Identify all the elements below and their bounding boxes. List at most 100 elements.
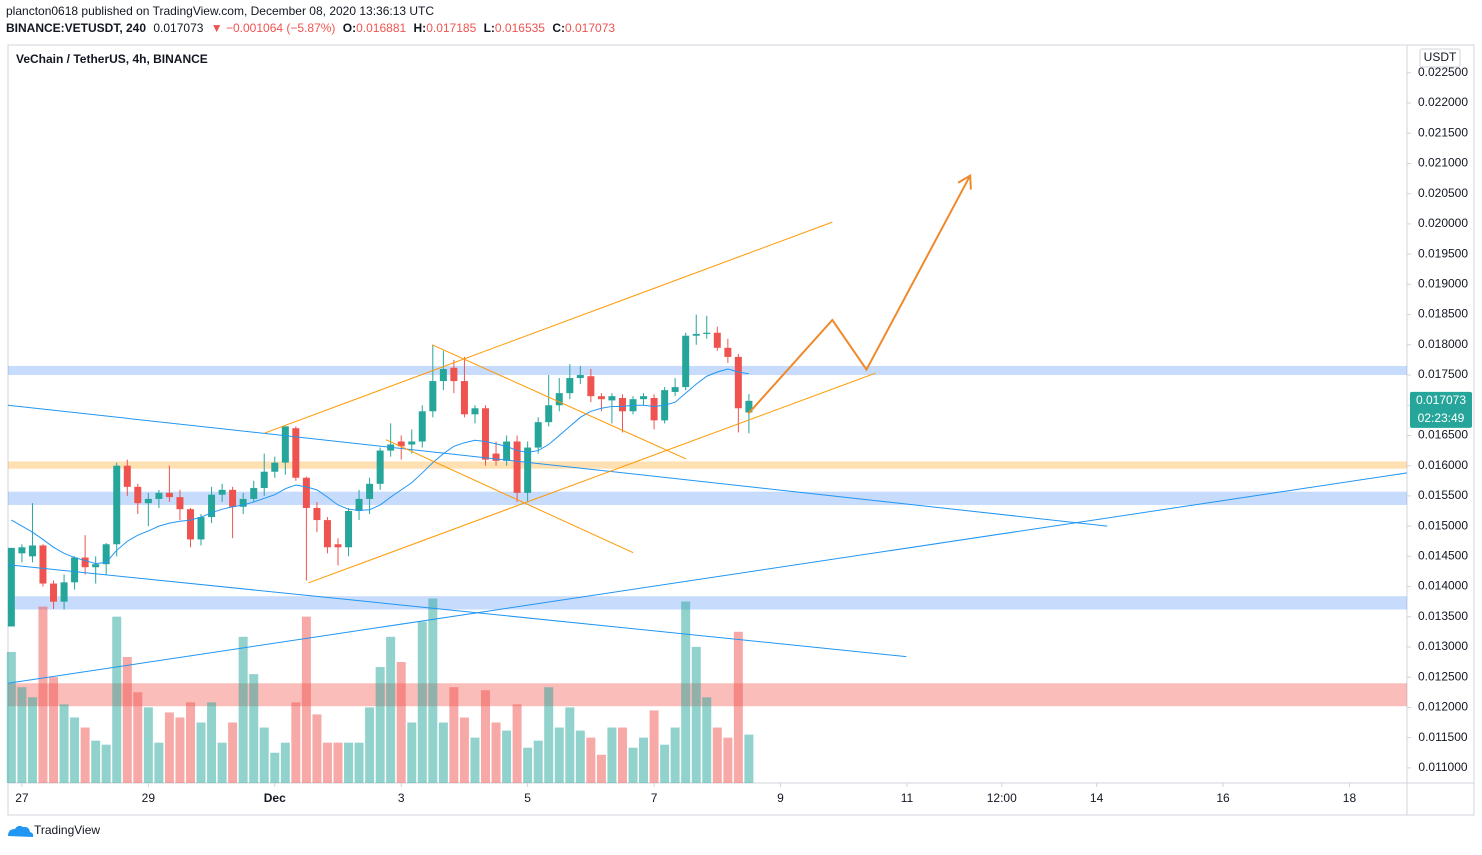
candle-body (492, 453, 500, 461)
trend-line (7, 564, 907, 658)
volume-bar (575, 730, 585, 783)
arrow-head (957, 173, 972, 190)
y-tick-label: 0.020500 (1418, 186, 1468, 200)
volume-bar (639, 737, 649, 783)
y-tick-label: 0.014000 (1418, 579, 1468, 593)
last: 0.017073 (153, 21, 203, 35)
zone (8, 461, 1407, 469)
candle-body (113, 465, 121, 545)
l: 0.016535 (495, 21, 545, 35)
l-label: L: (484, 21, 495, 35)
o-label: O: (343, 21, 356, 35)
y-tick-label: 0.012500 (1418, 669, 1468, 683)
y-tick-label: 0.021000 (1418, 156, 1468, 170)
candle-body (555, 393, 563, 406)
candle-body (260, 471, 268, 489)
trend-line (264, 221, 833, 434)
candle-body (313, 507, 321, 521)
y-tick-label: 0.018000 (1418, 337, 1468, 351)
o: 0.016881 (356, 21, 406, 35)
y-tick-label: 0.012000 (1418, 700, 1468, 714)
x-tick-label: 27 (15, 791, 29, 805)
volume-bar (480, 690, 490, 783)
volume-bar (617, 727, 627, 783)
candle-body (50, 583, 58, 602)
candle-body (144, 498, 152, 504)
trend-line (431, 344, 687, 460)
candle-body (250, 488, 258, 499)
plot (6, 173, 1408, 783)
volume-bar (291, 702, 301, 783)
volume-bar (670, 727, 680, 783)
volume-bar (502, 730, 512, 783)
volume-bar (6, 651, 16, 783)
volume-bar (607, 727, 617, 783)
volume-bar (164, 712, 174, 783)
volume-bar (333, 742, 343, 783)
y-tick-label: 0.016000 (1418, 458, 1468, 472)
candle-body (39, 545, 47, 584)
candle-body (618, 397, 626, 412)
volume-bar (354, 742, 364, 783)
last-price: 0.017073 (1416, 393, 1466, 407)
volume-bar (186, 702, 196, 783)
x-tick-label: 14 (1090, 791, 1104, 805)
change: ▼ −0.001064 (−5.87%) (211, 21, 336, 35)
candle-body (18, 547, 26, 554)
volume-bar (59, 704, 69, 783)
candle-body (187, 509, 195, 540)
volume-bar (196, 722, 206, 783)
candle-body (429, 381, 437, 412)
x-tick-label: 11 (901, 791, 914, 805)
volume-bar (533, 740, 543, 783)
candle-body (640, 396, 648, 400)
candle-body (229, 489, 237, 507)
candle-body (450, 367, 458, 382)
volume-bar (586, 737, 596, 783)
c-label: C: (552, 21, 565, 35)
volume-bar (628, 747, 638, 783)
candle-body (471, 408, 479, 415)
y-tick-label: 0.017500 (1418, 367, 1468, 381)
y-tick-label: 0.019500 (1418, 246, 1468, 260)
x-tick-label: 12:00 (987, 791, 1017, 805)
volume-bar (80, 727, 90, 783)
candle-body (418, 411, 426, 442)
ohlc-line: BINANCE:VETUSDT, 240 0.017073 ▼ −0.00106… (6, 21, 615, 35)
volume-bar (544, 687, 554, 783)
candle-body (71, 557, 79, 583)
volume-bar (649, 710, 659, 783)
c: 0.017073 (565, 21, 615, 35)
zone (8, 491, 1407, 505)
y-tick-label: 0.016500 (1418, 428, 1468, 442)
candle-body (545, 405, 553, 423)
candle-body (439, 368, 447, 382)
symbol: BINANCE:VETUSDT, 240 (6, 21, 146, 35)
candle-body (92, 564, 100, 568)
candle-body (123, 465, 131, 487)
volume-bar (322, 742, 332, 783)
projection-path (747, 175, 972, 415)
volume-bar (470, 737, 480, 783)
volume-bar (702, 697, 712, 783)
y-tick-label: 0.013000 (1418, 639, 1468, 653)
candle-body (165, 492, 173, 498)
x-tick-label: 16 (1216, 791, 1230, 805)
candle-body (281, 426, 289, 463)
volume-bar (417, 621, 427, 783)
candle-body (376, 450, 384, 484)
volume-bar (375, 667, 385, 783)
candle-body (292, 428, 300, 478)
y-tick-label: 0.011000 (1418, 760, 1467, 774)
candle-body (713, 332, 721, 348)
y-tick-label: 0.022500 (1418, 65, 1468, 79)
unit-box (1419, 48, 1461, 68)
volume-bar (101, 744, 111, 783)
candle-body (218, 489, 226, 495)
volume-bar (565, 707, 575, 783)
publisher: plancton0618 published on TradingView.co… (6, 4, 434, 18)
price-tag (1410, 391, 1472, 428)
trend-line (7, 404, 1108, 527)
volume-bar (681, 601, 691, 783)
volume-bar (301, 616, 311, 783)
